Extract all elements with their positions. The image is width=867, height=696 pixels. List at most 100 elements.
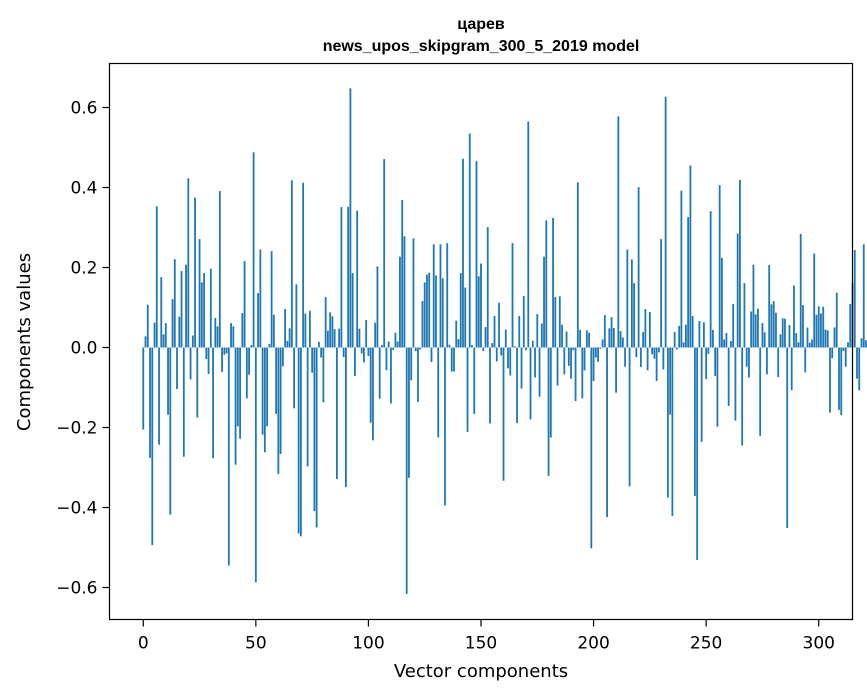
bar-201 [594, 347, 597, 358]
bar-12 [169, 347, 172, 515]
bar-303 [824, 329, 827, 348]
bar-164 [511, 243, 514, 348]
x-axis-label: Vector components [394, 661, 568, 682]
bar-175 [536, 313, 539, 348]
y-tick-label: −0.2 [56, 419, 97, 439]
bar-200 [592, 347, 595, 382]
bar-155 [491, 343, 494, 348]
bar-70 [299, 347, 302, 537]
bar-94 [354, 347, 356, 376]
bar-106 [381, 345, 383, 348]
bar-39 [230, 323, 232, 348]
bar-214 [624, 347, 626, 367]
bar-75 [311, 347, 314, 373]
bar-90 [345, 347, 347, 488]
bar-58 [272, 314, 275, 348]
bar-50 [254, 347, 257, 583]
bar-212 [619, 331, 622, 348]
bar-258 [723, 339, 726, 348]
bar-256 [718, 185, 721, 348]
bar-28 [205, 347, 208, 360]
bar-306 [831, 347, 834, 359]
bar-40 [232, 326, 235, 348]
bar-270 [750, 311, 753, 348]
bar-80 [322, 347, 325, 403]
bar-131 [437, 347, 440, 438]
bar-196 [583, 347, 586, 371]
bar-233 [666, 347, 669, 498]
bar-109 [387, 341, 390, 348]
bar-267 [743, 283, 746, 348]
bar-250 [705, 347, 708, 380]
bar-146 [471, 345, 473, 348]
bar-29 [207, 347, 210, 374]
bar-274 [759, 347, 762, 436]
x-tick-label: 50 [245, 634, 267, 654]
bar-312 [844, 347, 847, 367]
bar-218 [633, 283, 635, 348]
bar-178 [543, 256, 545, 348]
bar-17 [180, 271, 183, 348]
bar-251 [707, 347, 710, 354]
bar-14 [173, 259, 176, 348]
bar-7 [158, 347, 160, 445]
bar-1 [144, 336, 147, 348]
bar-23 [194, 197, 196, 348]
bar-110 [390, 347, 392, 404]
bar-265 [739, 179, 741, 348]
bar-48 [250, 345, 253, 348]
y-tick-label: −0.6 [56, 579, 97, 599]
bar-35 [221, 347, 223, 372]
bar-139 [455, 320, 458, 348]
bar-121 [414, 347, 417, 352]
bar-240 [682, 342, 685, 348]
bar-182 [552, 217, 554, 348]
bar-123 [419, 347, 422, 350]
bar-135 [446, 243, 449, 348]
bar-301 [820, 313, 822, 348]
bar-316 [853, 249, 856, 348]
bar-57 [270, 251, 273, 348]
bar-237 [675, 347, 678, 350]
bar-291 [797, 342, 800, 348]
bar-199 [590, 347, 593, 549]
bar-103 [374, 322, 377, 348]
bar-37 [225, 347, 228, 354]
bar-11 [167, 347, 169, 415]
bar-137 [450, 347, 453, 372]
bar-129 [432, 244, 435, 348]
bar-184 [556, 347, 559, 386]
bar-266 [741, 347, 744, 446]
bar-231 [662, 347, 665, 370]
bar-205 [603, 315, 606, 348]
bar-111 [392, 347, 395, 350]
bars-group [142, 88, 867, 594]
bar-268 [745, 347, 748, 367]
bar-320 [862, 244, 865, 348]
bar-169 [522, 295, 525, 348]
bar-195 [581, 347, 584, 399]
bar-154 [489, 347, 491, 424]
bar-158 [498, 302, 500, 348]
bar-209 [612, 327, 615, 348]
bar-254 [714, 347, 717, 376]
bar-68 [295, 284, 298, 348]
bar-160 [502, 347, 505, 481]
bar-245 [693, 347, 696, 496]
bar-298 [813, 253, 816, 348]
bar-93 [351, 273, 354, 348]
bar-150 [480, 263, 482, 348]
bar-8 [160, 277, 163, 348]
bar-189 [567, 347, 570, 366]
bar-113 [396, 341, 399, 348]
bar-225 [648, 311, 651, 348]
bar-181 [549, 347, 552, 438]
bar-208 [610, 317, 613, 348]
bar-77 [315, 347, 318, 528]
bar-173 [531, 340, 534, 348]
bar-53 [261, 347, 264, 435]
bar-238 [678, 325, 681, 348]
bar-91 [347, 206, 350, 348]
bar-187 [563, 347, 566, 375]
bar-183 [554, 297, 557, 348]
